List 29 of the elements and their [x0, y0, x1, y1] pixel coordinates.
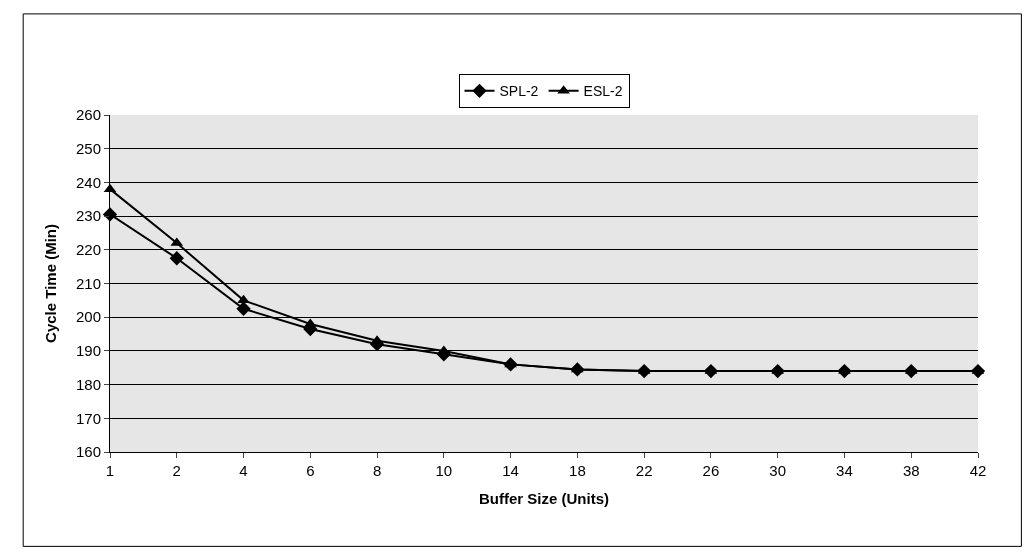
x-tick-label: 42 [969, 462, 987, 479]
y-tick-label: 180 [75, 375, 101, 393]
x-tick-label: 38 [902, 462, 920, 479]
y-tick-label: 200 [75, 308, 101, 326]
x-tick-label: 26 [702, 462, 720, 479]
y-tick-label: 160 [75, 443, 101, 461]
x-tick-label: 22 [635, 462, 653, 479]
y-tick-label: 170 [75, 409, 101, 427]
y-tick-label: 210 [75, 274, 101, 292]
x-tick-label: 14 [502, 462, 519, 479]
x-tick-label: 30 [769, 462, 787, 479]
legend-label: ESL-2 [583, 83, 623, 100]
y-axis-title: Cycle Time (Min) [42, 224, 60, 343]
x-tick-label: 10 [435, 462, 453, 479]
x-tick-label: 34 [836, 462, 853, 479]
x-tick-label: 2 [172, 462, 181, 479]
y-tick-label: 240 [75, 173, 101, 191]
x-tick-label: 6 [306, 462, 315, 479]
legend-label: SPL-2 [499, 83, 539, 100]
x-tick-label: 1 [105, 462, 115, 479]
x-tick-label: 18 [569, 462, 586, 479]
y-tick-label: 220 [75, 241, 101, 259]
x-tick-label: 4 [239, 462, 248, 479]
y-tick-label: 260 [75, 106, 101, 124]
y-tick-label: 230 [75, 207, 101, 225]
y-tick-label: 250 [75, 139, 101, 157]
x-tick-label: 8 [372, 462, 382, 479]
x-axis-title: Buffer Size (Units) [478, 490, 610, 507]
y-tick-label: 190 [75, 342, 101, 360]
